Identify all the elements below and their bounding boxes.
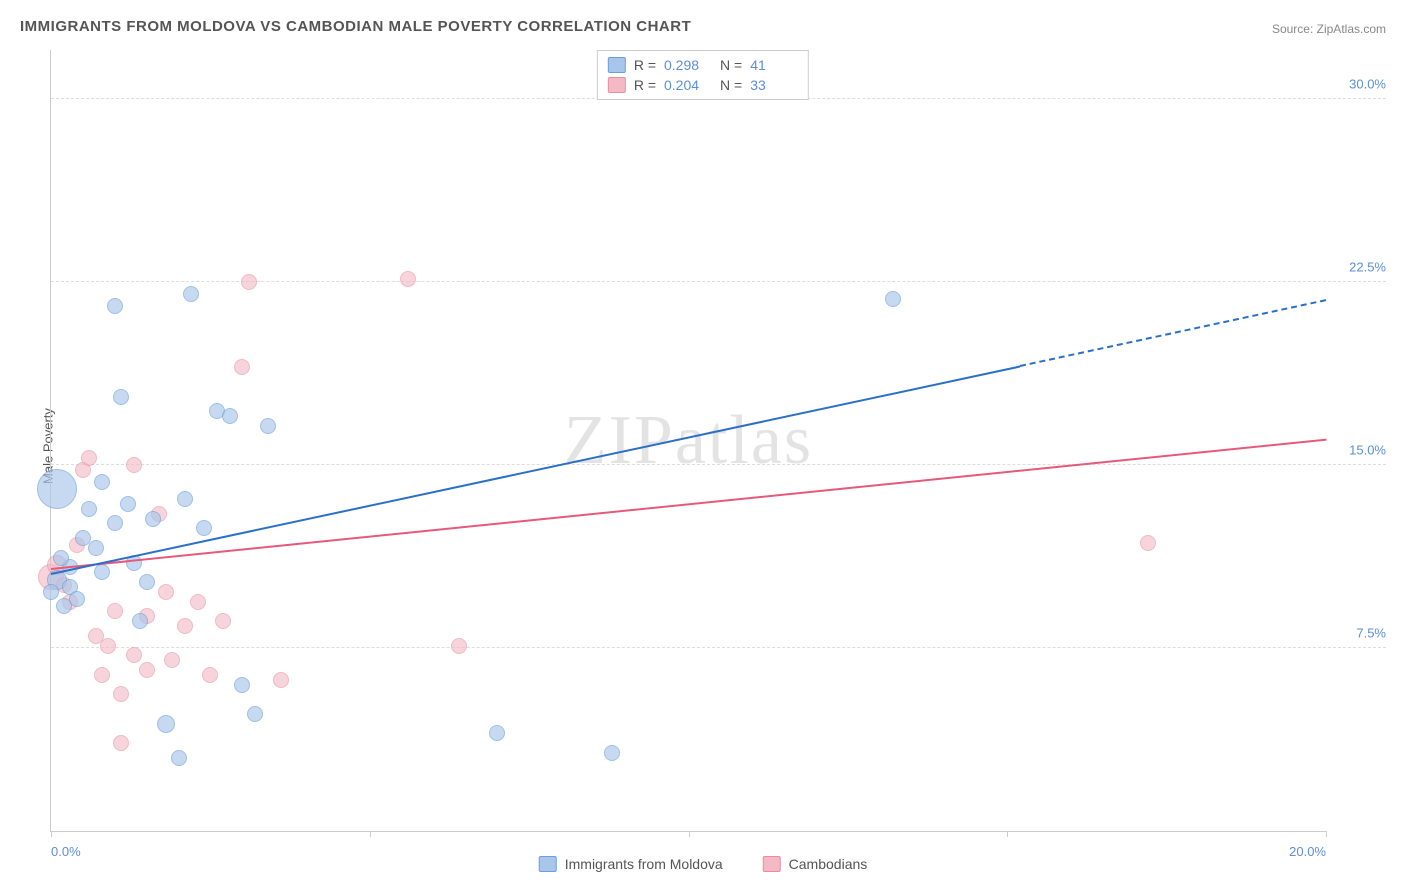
n-value-cambodians: 33 xyxy=(750,77,798,93)
scatter-point-cambodians xyxy=(1140,535,1156,551)
scatter-point-moldova xyxy=(145,511,161,527)
scatter-point-moldova xyxy=(107,298,123,314)
chart-title: IMMIGRANTS FROM MOLDOVA VS CAMBODIAN MAL… xyxy=(20,18,691,35)
scatter-point-cambodians xyxy=(202,667,218,683)
scatter-point-cambodians xyxy=(139,662,155,678)
legend-row-cambodians: R = 0.204 N = 33 xyxy=(608,75,798,95)
scatter-point-moldova xyxy=(234,677,250,693)
scatter-point-moldova xyxy=(489,725,505,741)
legend-item-cambodians: Cambodians xyxy=(763,856,868,872)
scatter-point-moldova xyxy=(183,286,199,302)
scatter-point-cambodians xyxy=(94,667,110,683)
source-label: Source: xyxy=(1272,22,1313,36)
x-tick xyxy=(689,831,690,837)
scatter-point-cambodians xyxy=(177,618,193,634)
scatter-point-cambodians xyxy=(215,613,231,629)
scatter-point-cambodians xyxy=(164,652,180,668)
legend-row-moldova: R = 0.298 N = 41 xyxy=(608,55,798,75)
source-attribution: Source: ZipAtlas.com xyxy=(1272,22,1386,36)
scatter-point-moldova xyxy=(604,745,620,761)
scatter-point-cambodians xyxy=(126,647,142,663)
series-legend: Immigrants from Moldova Cambodians xyxy=(539,856,868,872)
n-label: N = xyxy=(720,57,742,73)
source-value: ZipAtlas.com xyxy=(1317,22,1386,36)
legend-swatch-cambodians xyxy=(608,77,626,93)
scatter-point-cambodians xyxy=(81,450,97,466)
legend-label-moldova: Immigrants from Moldova xyxy=(565,856,723,872)
scatter-point-cambodians xyxy=(273,672,289,688)
x-tick xyxy=(51,831,52,837)
scatter-point-cambodians xyxy=(107,603,123,619)
scatter-point-moldova xyxy=(139,574,155,590)
x-tick-label: 0.0% xyxy=(51,844,81,859)
correlation-legend: R = 0.298 N = 41 R = 0.204 N = 33 xyxy=(597,50,809,100)
legend-label-cambodians: Cambodians xyxy=(789,856,868,872)
scatter-point-moldova xyxy=(132,613,148,629)
r-value-cambodians: 0.204 xyxy=(664,77,712,93)
scatter-point-moldova xyxy=(94,474,110,490)
scatter-point-cambodians xyxy=(158,584,174,600)
scatter-point-cambodians xyxy=(113,686,129,702)
y-tick-label: 7.5% xyxy=(1356,625,1386,640)
scatter-point-moldova xyxy=(177,491,193,507)
scatter-point-moldova xyxy=(157,715,175,733)
x-tick xyxy=(370,831,371,837)
trend-line-moldova-dash xyxy=(1020,299,1326,367)
grid-line xyxy=(51,464,1386,465)
scatter-point-cambodians xyxy=(234,359,250,375)
x-tick xyxy=(1326,831,1327,837)
scatter-point-cambodians xyxy=(113,735,129,751)
n-value-moldova: 41 xyxy=(750,57,798,73)
y-tick-label: 30.0% xyxy=(1349,76,1386,91)
r-label: R = xyxy=(634,77,656,93)
r-value-moldova: 0.298 xyxy=(664,57,712,73)
legend-swatch-moldova xyxy=(608,57,626,73)
chart-plot-area: ZIPatlas 7.5%15.0%22.5%30.0%0.0%20.0% xyxy=(50,50,1326,832)
legend-item-moldova: Immigrants from Moldova xyxy=(539,856,723,872)
scatter-point-cambodians xyxy=(400,271,416,287)
scatter-point-moldova xyxy=(222,408,238,424)
scatter-point-moldova xyxy=(107,515,123,531)
watermark: ZIPatlas xyxy=(564,401,813,481)
r-label: R = xyxy=(634,57,656,73)
trend-line-moldova xyxy=(51,365,1020,574)
legend-swatch-moldova xyxy=(539,856,557,872)
scatter-point-cambodians xyxy=(241,274,257,290)
trend-line-cambodians xyxy=(51,439,1326,570)
scatter-point-cambodians xyxy=(100,638,116,654)
scatter-point-moldova xyxy=(885,291,901,307)
n-label: N = xyxy=(720,77,742,93)
scatter-point-moldova xyxy=(69,591,85,607)
scatter-point-moldova xyxy=(81,501,97,517)
legend-swatch-cambodians xyxy=(763,856,781,872)
scatter-point-cambodians xyxy=(451,638,467,654)
x-tick-label: 20.0% xyxy=(1289,844,1326,859)
scatter-point-moldova xyxy=(247,706,263,722)
scatter-point-moldova xyxy=(196,520,212,536)
scatter-point-moldova xyxy=(94,564,110,580)
scatter-point-cambodians xyxy=(190,594,206,610)
scatter-point-moldova xyxy=(53,550,69,566)
scatter-point-moldova xyxy=(88,540,104,556)
scatter-point-moldova xyxy=(120,496,136,512)
scatter-point-moldova xyxy=(171,750,187,766)
scatter-point-cambodians xyxy=(126,457,142,473)
scatter-point-moldova xyxy=(260,418,276,434)
x-tick xyxy=(1007,831,1008,837)
y-tick-label: 15.0% xyxy=(1349,442,1386,457)
grid-line xyxy=(51,647,1386,648)
scatter-point-moldova xyxy=(43,584,59,600)
y-tick-label: 22.5% xyxy=(1349,259,1386,274)
scatter-point-moldova xyxy=(37,469,77,509)
scatter-point-moldova xyxy=(113,389,129,405)
